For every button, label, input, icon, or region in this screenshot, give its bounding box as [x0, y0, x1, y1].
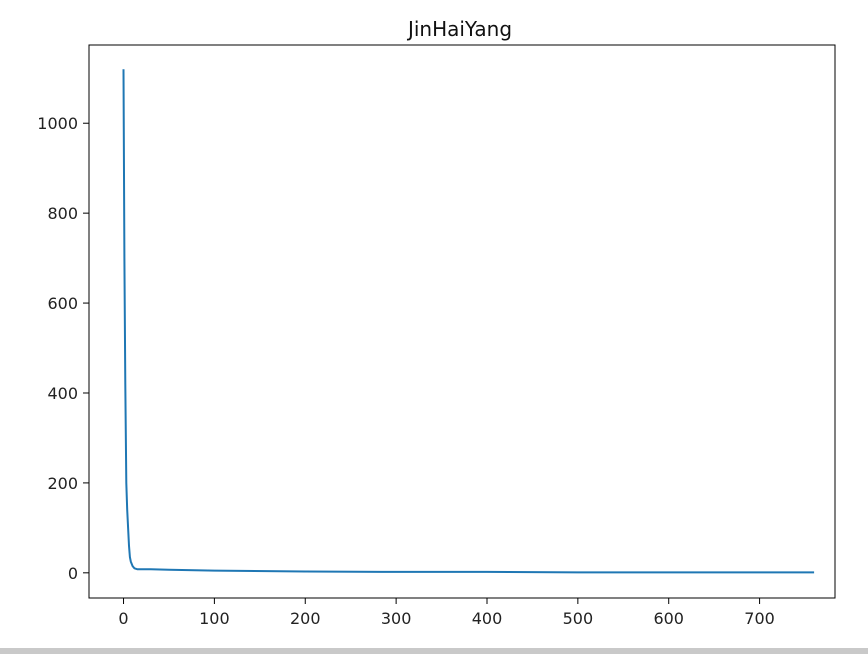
window-bottom-edge: [0, 648, 868, 654]
x-tick-label: 500: [563, 609, 594, 628]
x-tick-label: 700: [744, 609, 775, 628]
x-axis: 0 100 200 300 400 500 600 700: [118, 598, 775, 628]
chart-title: JinHaiYang: [406, 17, 512, 41]
y-axis: 0 200 400 600 800 1000: [37, 114, 89, 583]
x-tick-label: 600: [653, 609, 684, 628]
x-tick-label: 100: [199, 609, 230, 628]
x-tick-label: 400: [472, 609, 503, 628]
y-tick-label: 1000: [37, 114, 78, 133]
y-tick-label: 600: [47, 294, 78, 313]
y-tick-label: 400: [47, 384, 78, 403]
x-tick-label: 200: [290, 609, 321, 628]
series-line-1: [122, 69, 815, 574]
x-tick-label: 300: [381, 609, 412, 628]
y-tick-label: 200: [47, 474, 78, 493]
x-tick-label: 0: [118, 609, 128, 628]
plot-area-frame: [88, 44, 836, 599]
y-tick-label: 800: [47, 204, 78, 223]
y-tick-label: 0: [68, 564, 78, 583]
series-layer: [122, 69, 815, 574]
